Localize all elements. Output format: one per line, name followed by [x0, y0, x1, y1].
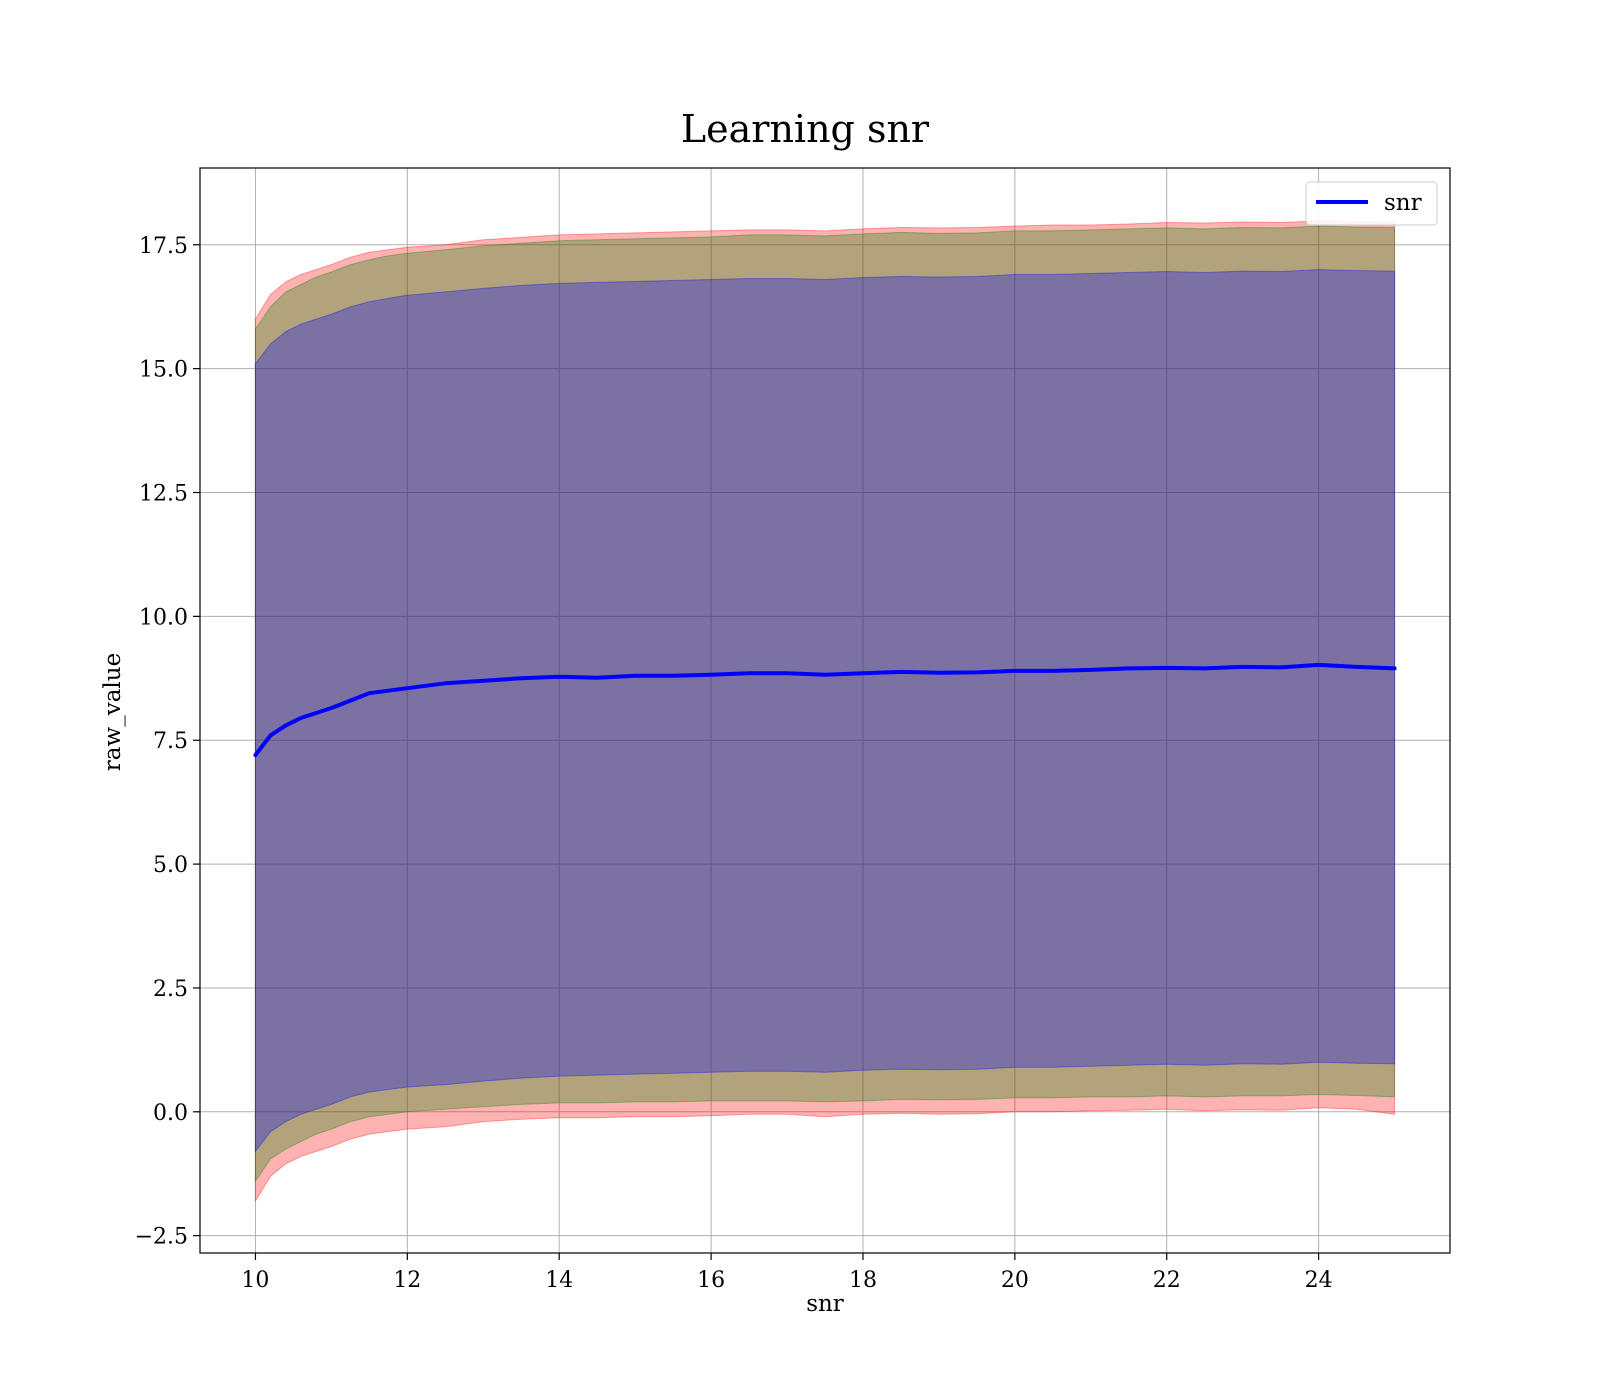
x-tick-label: 10: [241, 1268, 269, 1293]
x-axis-label: snr: [806, 1291, 844, 1317]
y-tick-label: 10.0: [139, 605, 188, 630]
y-axis-label: raw_value: [100, 653, 126, 771]
y-tick-label: 17.5: [139, 234, 188, 259]
x-tick-label: 16: [697, 1268, 725, 1293]
x-tick-label: 12: [393, 1268, 421, 1293]
chart-title: Learning snr: [681, 107, 930, 151]
legend-label-snr: snr: [1384, 190, 1422, 216]
confidence-band: [254, 225, 1396, 1183]
y-tick-label: 12.5: [139, 482, 188, 507]
series-line-snr: [253, 662, 1397, 758]
x-tick-label: 18: [849, 1268, 877, 1293]
legend: snr: [1305, 181, 1438, 226]
x-tick-label: 20: [1001, 1268, 1029, 1293]
series-lines: [253, 662, 1397, 758]
y-tick-label: 7.5: [153, 729, 188, 754]
x-tick-label: 14: [545, 1268, 573, 1293]
y-tick-label: 15.0: [139, 358, 188, 383]
x-tick-label: 24: [1305, 1268, 1333, 1293]
x-tick-label: 22: [1153, 1268, 1181, 1293]
y-tick-label: 0.0: [153, 1101, 188, 1126]
confidence-band: [254, 220, 1396, 1203]
grid: [200, 168, 1450, 1253]
y-tick-label: −2.5: [135, 1225, 188, 1250]
y-tick-label: 2.5: [153, 977, 188, 1002]
legend-box: [1305, 181, 1438, 226]
plot-frame: [199, 167, 1451, 1254]
y-tick-label: 5.0: [153, 853, 188, 878]
x-axis-ticks: 10 12 14 16 18 20 22 24: [241, 1253, 1333, 1293]
confidence-band: [254, 269, 1396, 1153]
confidence-bands: [254, 220, 1396, 1203]
y-axis-ticks: −2.5 0.0 2.5 5.0 7.5 10.0 12.5 15.0 17.5: [135, 234, 200, 1250]
